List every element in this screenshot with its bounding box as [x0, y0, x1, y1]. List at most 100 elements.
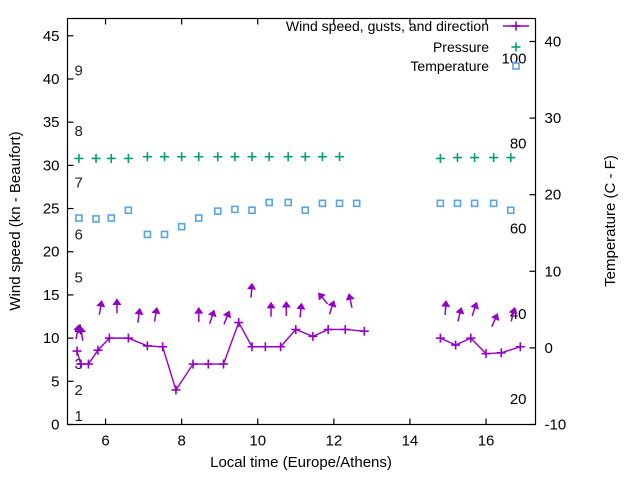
- temperature-point: [352, 199, 361, 208]
- right-tick-label: 0: [545, 340, 553, 357]
- temperature-point: [470, 199, 479, 208]
- temperature-point: [143, 230, 152, 239]
- temperature-point: [75, 214, 83, 222]
- temperature-point: [160, 230, 169, 239]
- beaufort-label: 2: [75, 382, 83, 399]
- gust-arrow-head: [345, 293, 355, 301]
- gust-arrow-head: [318, 292, 326, 301]
- temperature-point: [124, 206, 133, 215]
- gust-arrow-head: [490, 313, 500, 321]
- gust-arrow-head: [96, 300, 106, 308]
- beaufort-scale-labels: 123456789: [75, 62, 83, 425]
- series-gusts-direction: [73, 282, 518, 341]
- fahrenheit-label: 80: [510, 136, 527, 153]
- left-tick-label: 10: [43, 330, 60, 347]
- beaufort-label: 1: [75, 408, 83, 425]
- gust-arrow-head: [470, 301, 480, 310]
- right-axis-title: Temperature (C - F): [602, 155, 619, 287]
- temperature-point: [436, 199, 445, 208]
- gust-arrow-head: [327, 300, 337, 308]
- bottom-tick-label: 14: [402, 433, 419, 450]
- left-axis-tick-labels: 0 5 10 15 20 25 30 35 40 45: [43, 28, 60, 434]
- left-axis-title: Wind speed (kn - Beaufort): [7, 131, 24, 310]
- gust-arrow-head: [77, 326, 87, 334]
- gust-arrow-head: [508, 307, 518, 315]
- gust-arrow-head: [194, 307, 204, 314]
- plot-frame: [66, 17, 537, 426]
- gust-arrow-head: [207, 309, 217, 318]
- temperature-point: [506, 206, 515, 215]
- temperature-point: [107, 214, 116, 222]
- gust-arrow-head: [441, 300, 451, 307]
- gust-arrow-head: [455, 307, 465, 315]
- left-tick-label: 25: [43, 201, 60, 218]
- left-tick-label: 15: [43, 287, 60, 304]
- bottom-tick-label: 12: [325, 433, 342, 450]
- left-tick-label: 35: [43, 114, 60, 131]
- gust-arrow-head: [151, 307, 161, 315]
- gust-arrow-head: [281, 300, 291, 308]
- gust-arrow-head: [247, 282, 257, 290]
- fahrenheit-label: 60: [510, 221, 527, 238]
- temperature-point: [489, 199, 498, 208]
- temperature-point: [265, 198, 273, 207]
- bottom-tick-label: 16: [478, 433, 495, 450]
- right-axis-tick-labels: -10 0 10 20 30 40: [545, 33, 567, 433]
- left-tick-label: 45: [43, 28, 60, 45]
- gust-arrow-head: [266, 301, 276, 309]
- temperature-point: [335, 199, 344, 208]
- bottom-tick-label: 8: [177, 433, 185, 450]
- legend-marker-sample: [512, 62, 520, 70]
- temperature-point: [92, 215, 100, 223]
- beaufort-label: 5: [75, 270, 83, 287]
- temperature-point: [194, 214, 203, 222]
- left-tick-label: 30: [43, 157, 60, 174]
- legend-label: Temperature: [410, 58, 489, 74]
- series-pressure: [74, 152, 516, 163]
- fahrenheit-label: 100: [501, 51, 526, 68]
- legend-label: Wind speed, gusts, and direction: [286, 18, 489, 34]
- left-axis-ticks: [67, 35, 74, 426]
- bottom-axis-tick-labels: 6 8 10 12 14 16: [101, 433, 494, 450]
- gust-arrow-head: [222, 310, 232, 319]
- bottom-tick-label: 10: [249, 433, 266, 450]
- wind-speed-line: [76, 320, 365, 392]
- bottom-tick-label: 6: [101, 433, 109, 450]
- beaufort-label: 8: [75, 123, 83, 140]
- right-tick-label: 40: [545, 33, 562, 50]
- beaufort-label: 7: [75, 175, 83, 192]
- right-tick-label: 10: [545, 263, 562, 280]
- left-tick-label: 20: [43, 244, 60, 261]
- temperature-point: [177, 222, 186, 231]
- legend-label: Pressure: [433, 39, 489, 55]
- gust-arrow-head: [296, 302, 306, 310]
- temperature-point: [284, 198, 292, 207]
- temperature-point: [301, 206, 310, 215]
- beaufort-label: 6: [75, 226, 83, 243]
- series-temperature: [75, 198, 515, 239]
- temperature-point: [248, 206, 256, 215]
- gust-arrow-head: [112, 298, 122, 305]
- left-tick-label: 40: [43, 71, 60, 88]
- right-axis-ticks: [529, 40, 536, 426]
- left-tick-label: 0: [51, 417, 59, 434]
- wind-speed-line: [440, 337, 521, 355]
- gust-arrow-head: [134, 307, 144, 316]
- left-tick-label: 5: [51, 373, 59, 390]
- bottom-axis-ticks: [104, 18, 487, 425]
- temperature-point: [231, 205, 239, 214]
- bottom-axis-title: Local time (Europe/Athens): [210, 454, 392, 471]
- chart-legend: Wind speed, gusts, and direction Pressure…: [286, 18, 529, 74]
- temperature-point: [453, 199, 462, 208]
- right-tick-label: 30: [545, 110, 562, 127]
- beaufort-label: 9: [75, 62, 83, 79]
- right-tick-label: -10: [545, 417, 567, 434]
- right-tick-label: 20: [545, 187, 562, 204]
- fahrenheit-label: 20: [510, 391, 527, 408]
- temperature-point: [213, 207, 222, 215]
- temperature-point: [318, 199, 327, 208]
- series-wind-speed: [72, 318, 525, 395]
